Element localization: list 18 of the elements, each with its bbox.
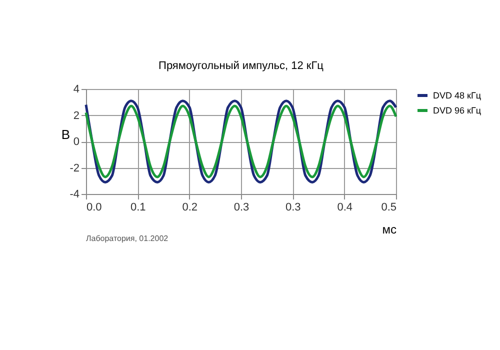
y-tick-label: 2 [73, 110, 80, 122]
legend-label: DVD 48 кГц [433, 90, 481, 100]
x-tick-label: 0.1 [130, 202, 146, 214]
x-tick-label: 0.2 [182, 202, 198, 214]
x-tick-label: 0.4 [337, 202, 352, 214]
x-axis-title: мс [382, 222, 396, 236]
y-tick-label: 0 [73, 136, 80, 148]
x-tick-label: 0.5 [381, 202, 396, 214]
y-tick-label: -2 [70, 162, 80, 174]
y-axis-title: В [61, 127, 70, 142]
x-tick-label: 0.3 [234, 202, 250, 214]
x-tick-label: 0.0 [86, 202, 102, 214]
chart-title: Прямоугольный импульс, 12 кГц [158, 60, 324, 72]
text: Лаборатория, 01.2002 [86, 234, 169, 243]
x-tick-label: 0.3 [286, 202, 301, 214]
y-tick-label: -4 [70, 188, 80, 200]
legend-label: DVD 96 кГц [433, 106, 481, 116]
y-tick-label: 4 [73, 84, 80, 96]
